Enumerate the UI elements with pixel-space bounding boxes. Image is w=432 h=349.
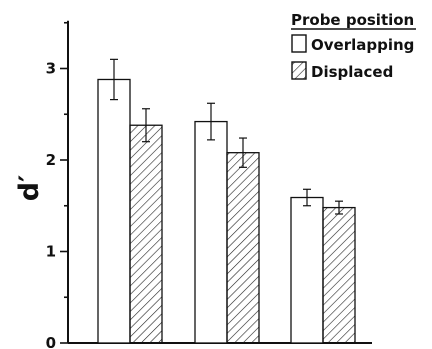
- bar-overlapping-2: [194, 120, 228, 344]
- legend-label-displaced: Displaced: [311, 63, 393, 81]
- legend-swatch-displaced: [291, 61, 307, 80]
- plot-area: 0 1 2 3: [46, 20, 372, 349]
- bar-displaced-1: [129, 124, 163, 344]
- bar-overlapping-3: [290, 196, 324, 344]
- y-tick-label: 0: [46, 334, 56, 349]
- bar-displaced-3: [322, 206, 356, 344]
- y-tick-label: 3: [46, 60, 56, 78]
- y-axis-label: d′: [14, 175, 45, 201]
- bar-overlapping-1: [97, 78, 131, 344]
- y-tick-label: 1: [46, 243, 56, 261]
- legend: Probe position Overlapping Displaced: [291, 11, 416, 81]
- legend-title: Probe position: [291, 11, 414, 29]
- bar-displaced-2: [226, 152, 260, 344]
- legend-swatch-overlapping: [291, 34, 307, 53]
- legend-label-overlapping: Overlapping: [311, 36, 414, 54]
- y-tick-label: 2: [46, 151, 56, 169]
